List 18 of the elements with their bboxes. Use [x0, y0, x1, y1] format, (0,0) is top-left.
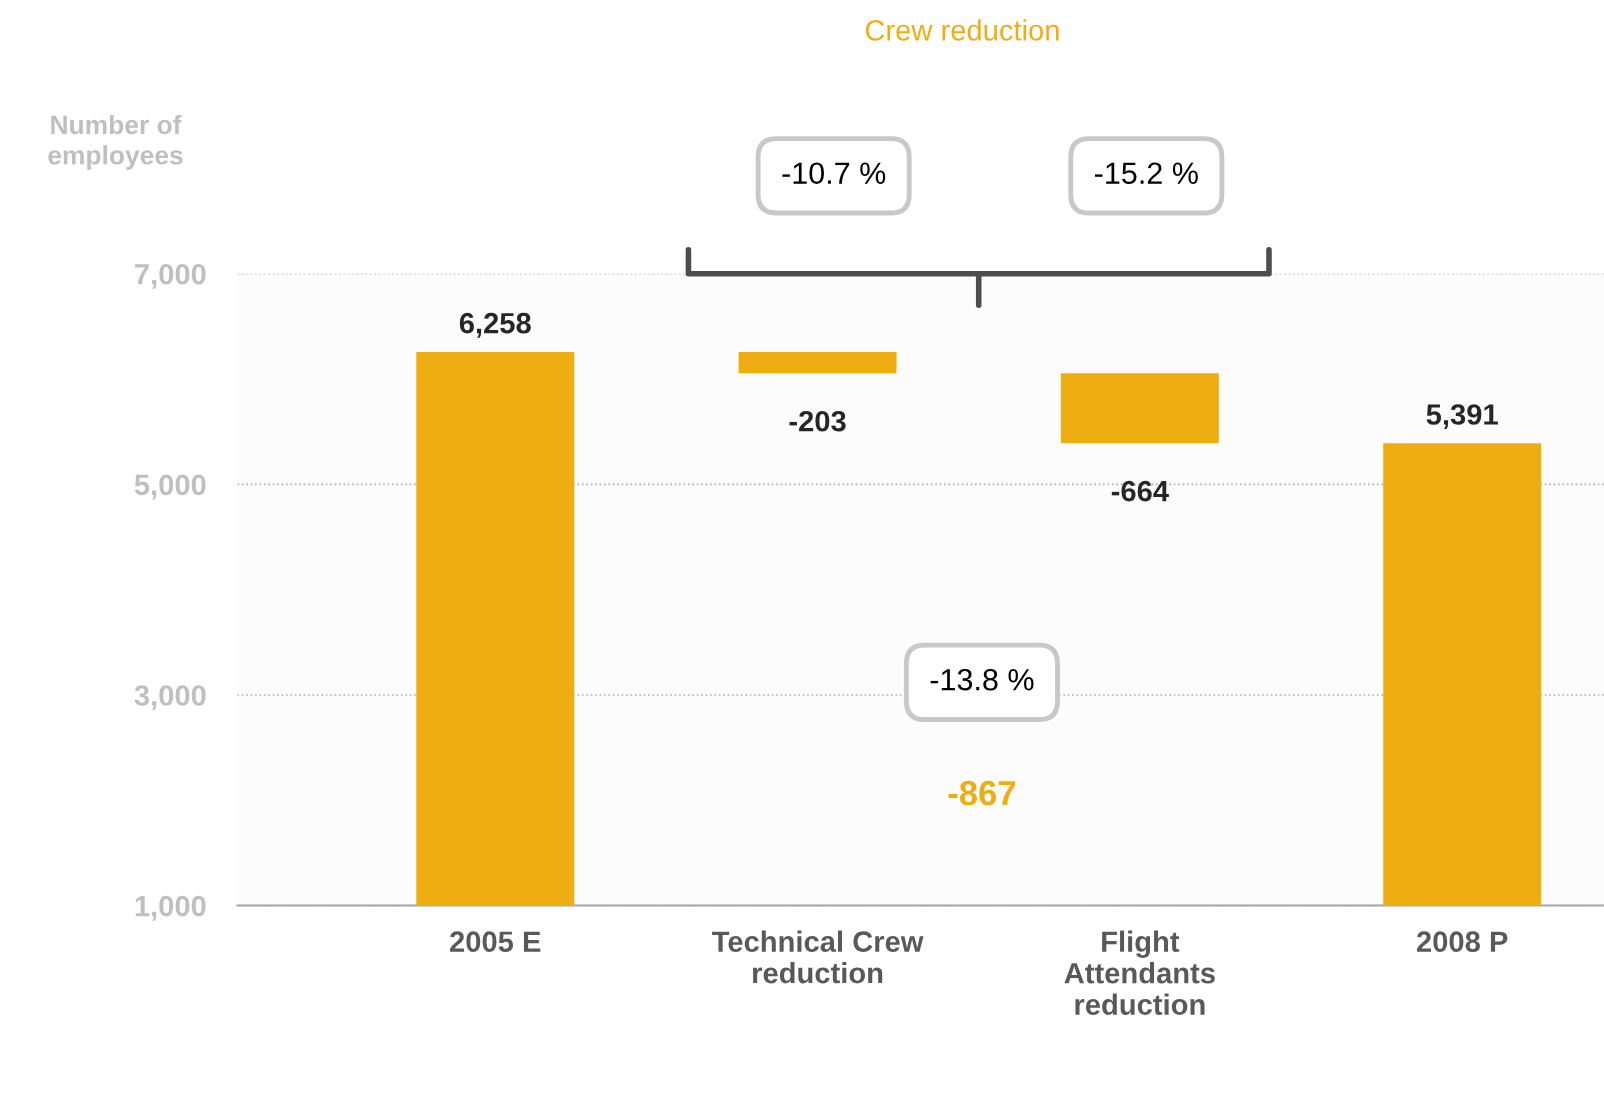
- y-tick-label: 7,000: [135, 263, 206, 289]
- y-tick-label: 3,000: [134, 685, 206, 711]
- y-axis-title: Number of employees: [48, 114, 183, 170]
- text: -15.2 %: [1095, 162, 1198, 185]
- x-tick-label: 2005 E: [450, 931, 541, 952]
- chart-title: Crew reduction: [865, 19, 1059, 41]
- x-tick-label: Flight Attendants reduction: [1064, 930, 1215, 1015]
- data-label: 6,258: [459, 312, 531, 338]
- data-label: -203: [789, 410, 846, 432]
- x-tick-label: 2008 P: [1416, 931, 1508, 952]
- text: -10.7 %: [782, 162, 886, 185]
- y-tick-label: 1,000: [135, 895, 206, 921]
- y-tick-label: 5,000: [134, 474, 206, 500]
- data-label: 5,391: [1426, 404, 1498, 430]
- annotation: -13.8 %: [930, 668, 1034, 691]
- annotation: -867: [948, 780, 1016, 806]
- data-label: -664: [1111, 480, 1169, 502]
- x-tick-label: Technical Crew reduction: [711, 930, 924, 984]
